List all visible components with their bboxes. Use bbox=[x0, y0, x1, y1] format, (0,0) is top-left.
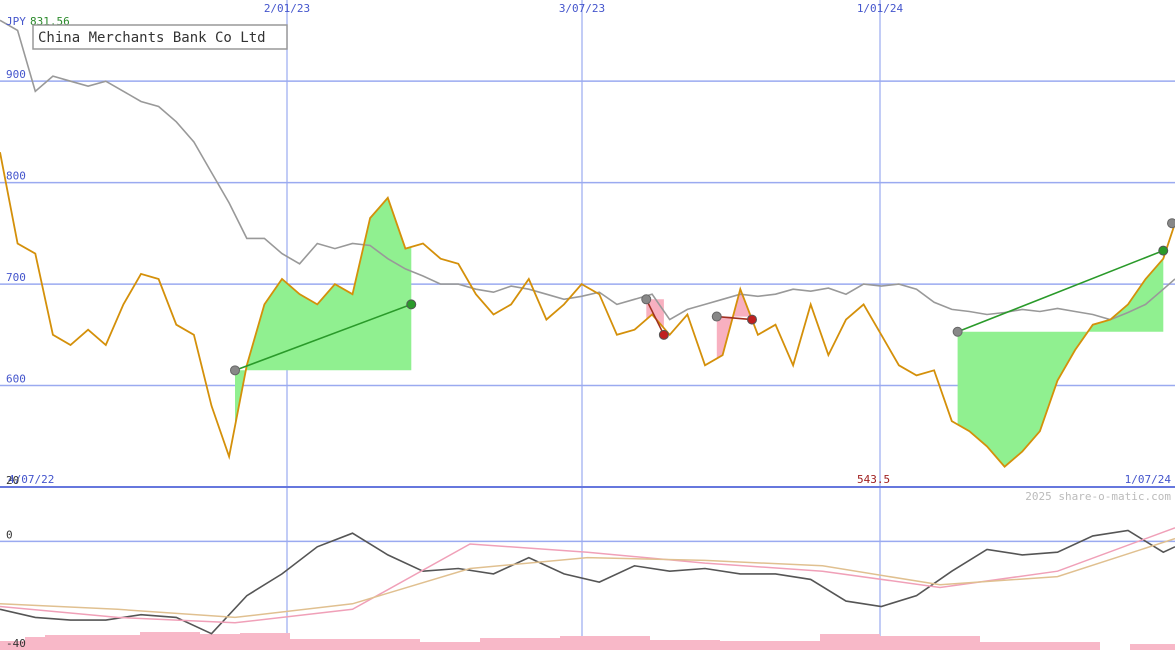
price-y-tick-label: 700 bbox=[6, 271, 26, 284]
last-price-marker bbox=[1167, 218, 1175, 229]
trade-entry-marker bbox=[641, 294, 652, 305]
trade-entry-marker bbox=[711, 311, 722, 322]
trade-exit-marker bbox=[658, 329, 669, 340]
benchmark-series-line bbox=[0, 19, 1175, 321]
series-layer bbox=[0, 19, 1175, 635]
low-price-label: 543.5 bbox=[857, 473, 890, 486]
trade-fill-layer bbox=[235, 197, 1164, 467]
trade-exit-marker bbox=[747, 314, 757, 325]
watermark: 2025 share-o-matic.com bbox=[1025, 490, 1171, 503]
indicator-momentum-line bbox=[0, 529, 1175, 635]
volume-bar bbox=[980, 642, 1100, 650]
trade-fill-3 bbox=[957, 258, 1164, 467]
indicator-y-tick-label: 20 bbox=[6, 474, 19, 487]
volume-bar bbox=[820, 634, 880, 650]
volume-bar bbox=[650, 640, 720, 650]
x-tick-label: 2/01/23 bbox=[264, 2, 310, 15]
trade-line-3 bbox=[957, 249, 1164, 333]
trade-line-1 bbox=[645, 298, 665, 336]
price-y-tick-label: 800 bbox=[6, 170, 26, 183]
currency-label: JPY bbox=[6, 15, 26, 28]
x-tick-label: 1/01/24 bbox=[857, 2, 904, 15]
chart-title: China Merchants Bank Co Ltd bbox=[38, 30, 266, 46]
trade-entry-marker bbox=[230, 365, 240, 376]
trade-exit-marker bbox=[1158, 245, 1169, 256]
indicator-y-tick-label: 0 bbox=[6, 528, 13, 541]
volume-bar bbox=[0, 641, 25, 650]
indicator-signal-tan-line bbox=[0, 537, 1175, 619]
volume-bar bbox=[290, 639, 420, 650]
trade-entry-marker bbox=[952, 326, 963, 337]
volume-bar bbox=[240, 633, 290, 650]
volume-bar bbox=[560, 636, 650, 650]
trade-marker-layer bbox=[230, 218, 1175, 376]
chart-title-box: China Merchants Bank Co Ltd bbox=[32, 24, 288, 50]
trade-fill-0 bbox=[235, 197, 412, 427]
price-y-tick-label: 900 bbox=[6, 68, 26, 81]
volume-bar bbox=[25, 637, 45, 650]
volume-bar bbox=[720, 641, 820, 650]
volume-bar bbox=[200, 634, 240, 650]
price-y-tick-label: 600 bbox=[6, 373, 26, 386]
volume-bar bbox=[1130, 644, 1175, 650]
volume-bar bbox=[140, 632, 200, 650]
indicator-y-tick-label: -40 bbox=[6, 637, 26, 650]
end-date-label: 1/07/24 bbox=[1125, 473, 1172, 486]
trade-line-2 bbox=[716, 315, 753, 321]
volume-bar bbox=[880, 636, 980, 650]
volume-bar bbox=[480, 638, 560, 650]
start-date-label: 4/07/22 bbox=[8, 473, 54, 486]
trade-line-0 bbox=[234, 303, 412, 372]
volume-bar bbox=[420, 642, 480, 650]
volume-bar bbox=[45, 635, 140, 650]
trade-exit-marker bbox=[406, 299, 417, 310]
x-tick-label: 3/07/23 bbox=[559, 2, 605, 15]
price-series-line bbox=[0, 152, 1175, 468]
